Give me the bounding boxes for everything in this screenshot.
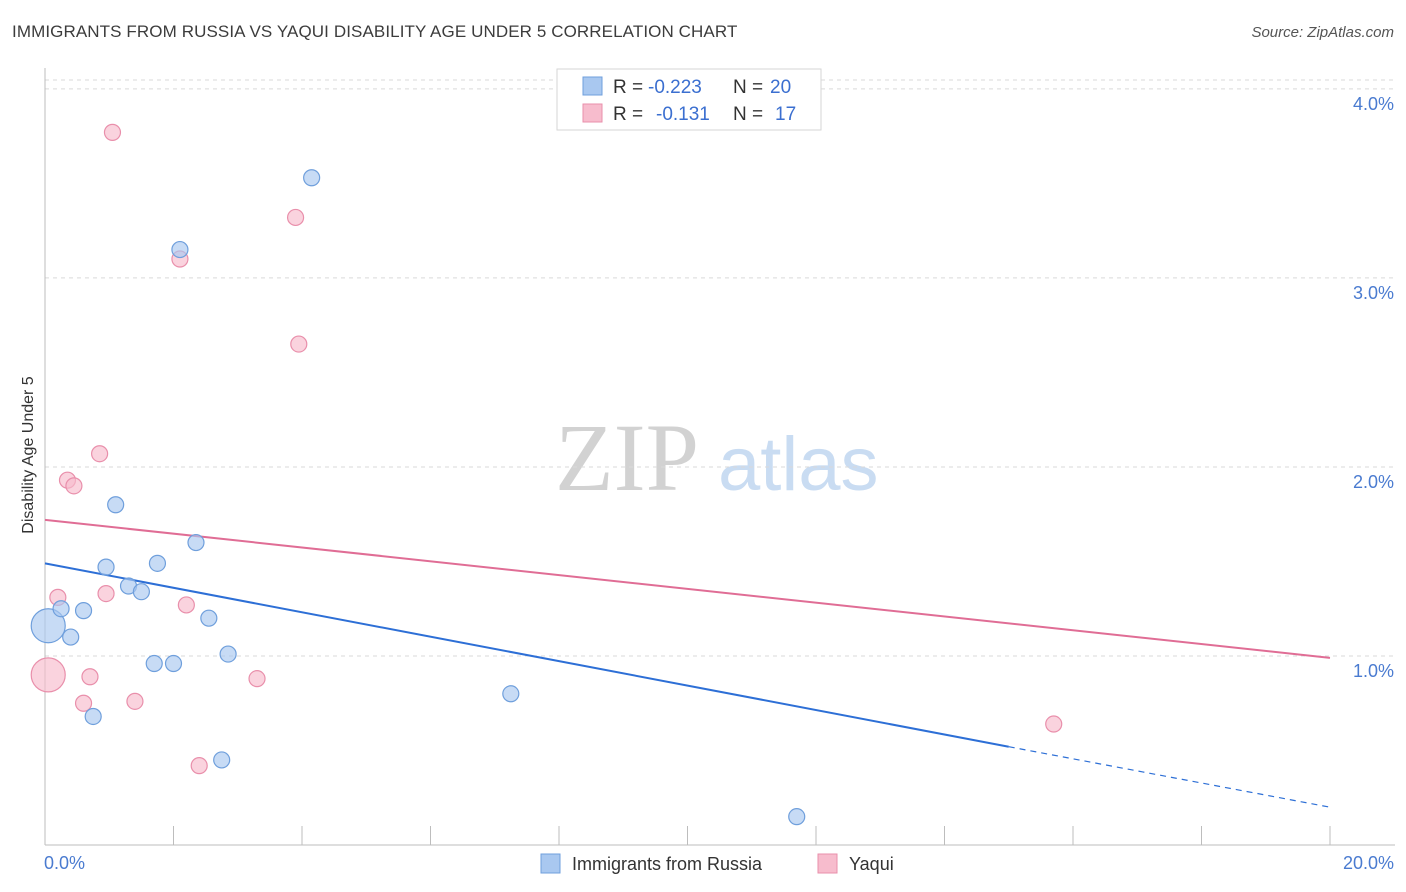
point-russia-19 (788, 808, 806, 826)
point-yaqui-12 (190, 757, 208, 775)
point-yaqui-15 (290, 335, 308, 353)
source-label: Source: ZipAtlas.com (1251, 24, 1394, 41)
x-tick-label-0: 0.0% (44, 853, 85, 873)
chart-title: IMMIGRANTS FROM RUSSIA VS YAQUI DISABILI… (12, 22, 738, 41)
point-russia-0 (30, 608, 66, 644)
x-tick-label-1: 20.0% (1343, 853, 1394, 873)
legend-swatch-russia (582, 76, 603, 96)
legend-r-label-1: R = (613, 77, 643, 98)
gridlines (45, 79, 1395, 657)
point-russia-6 (107, 496, 125, 514)
point-yaqui-4 (74, 694, 93, 712)
point-russia-17 (303, 169, 321, 187)
point-russia-10 (148, 554, 167, 572)
point-yaqui-7 (97, 584, 115, 603)
point-russia-16 (219, 645, 237, 663)
trend-line-russia-extension (1008, 746, 1331, 808)
y-tick-label-0: 1.0% (1353, 661, 1394, 681)
bottom-legend-swatch-russia (540, 853, 561, 874)
point-yaqui-16 (1045, 715, 1063, 733)
point-yaqui-14 (286, 208, 305, 227)
point-yaqui-9 (126, 692, 144, 710)
point-russia-3 (74, 602, 93, 620)
point-russia-14 (200, 609, 218, 627)
point-yaqui-11 (177, 596, 195, 614)
point-yaqui-8 (103, 123, 122, 141)
point-russia-5 (97, 558, 115, 576)
watermark: ZIP atlas (555, 404, 879, 511)
y-axis-title: Disability Age Under 5 (20, 376, 37, 534)
y-tick-label-2: 3.0% (1353, 283, 1394, 303)
legend-n-value-1: 20 (770, 77, 791, 98)
trend-line-yaqui (44, 518, 1331, 659)
point-russia-2 (62, 628, 80, 646)
axes (44, 68, 1395, 846)
tick-labels: 1.0% 2.0% 3.0% 4.0% 0.0% 20.0% (44, 94, 1394, 873)
legend-r-label-2: R = (613, 104, 643, 125)
point-russia-8 (132, 583, 150, 601)
point-yaqui-3 (65, 477, 83, 495)
point-yaqui-5 (81, 668, 99, 686)
point-russia-4 (84, 707, 102, 726)
data-points (30, 123, 1063, 826)
point-yaqui-13 (248, 670, 266, 688)
point-russia-13 (187, 533, 205, 552)
legend-n-value-2: 17 (775, 104, 796, 125)
y-tick-label-1: 2.0% (1353, 472, 1394, 492)
point-russia-1 (52, 600, 70, 618)
bottom-legend-russia: Immigrants from Russia (572, 854, 763, 874)
y-tick-label-3: 4.0% (1353, 94, 1394, 114)
point-russia-11 (164, 654, 183, 673)
trend-lines (44, 518, 1331, 808)
watermark-zip: ZIP (555, 404, 699, 511)
point-yaqui-6 (91, 445, 109, 463)
point-russia-9 (145, 654, 163, 673)
point-yaqui-0 (30, 657, 66, 693)
point-russia-18 (502, 685, 520, 703)
bottom-legend-swatch-yaqui (817, 853, 838, 874)
point-russia-12 (171, 240, 189, 259)
bottom-legend-yaqui: Yaqui (849, 854, 894, 874)
watermark-atlas: atlas (718, 422, 879, 507)
point-russia-15 (213, 751, 231, 769)
bottom-legend: Immigrants from Russia Yaqui (540, 853, 894, 874)
legend-r-value-2: -0.131 (656, 104, 710, 125)
trend-line-russia (44, 562, 1009, 748)
legend: R = -0.223 N = 20 R = -0.131 N = 17 (556, 68, 822, 131)
legend-swatch-yaqui (582, 103, 603, 123)
legend-r-value-1: -0.223 (648, 77, 702, 98)
legend-n-label-1: N = (733, 77, 763, 98)
legend-n-label-2: N = (733, 104, 763, 125)
